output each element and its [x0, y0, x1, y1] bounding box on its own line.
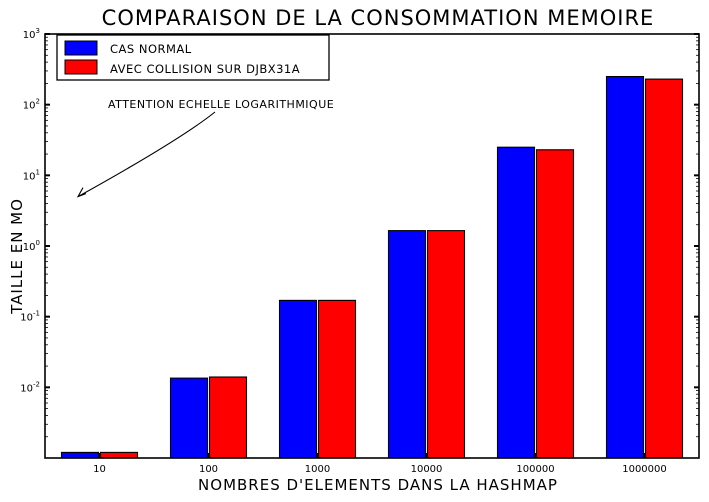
x-tick-label: 100000: [516, 464, 554, 475]
y-tick-label: 103: [23, 27, 40, 41]
bar-collision-1000: [317, 299, 357, 459]
legend-swatch-collision: [64, 59, 98, 75]
legend-label-collision: AVEC COLLISION SUR DJBX31A: [110, 62, 300, 76]
legend-label-cas-normal: CAS NORMAL: [110, 42, 192, 56]
bar-collision-1000000: [644, 78, 684, 459]
bar-normal-100: [169, 377, 209, 459]
x-tick-label: 10: [93, 464, 106, 475]
y-axis-ticks: 10-2 10-1 100 101 102 103: [20, 27, 699, 438]
bar-normal-10: [60, 451, 100, 459]
x-tick-label: 10000: [411, 464, 443, 475]
legend-box: [56, 34, 330, 81]
legend-swatch-cas-normal: [64, 40, 98, 56]
y-axis-label: TAILLE EN MO: [8, 198, 26, 315]
y-tick-label: 10-1: [20, 310, 40, 324]
x-axis-ticks: 10 100 1000 10000 100000 1000000: [93, 453, 667, 475]
bar-normal-1000000: [605, 75, 645, 459]
legend: CAS NORMAL AVEC COLLISION SUR DJBX31A: [56, 34, 330, 81]
annotation-arrow: [76, 111, 216, 198]
x-tick-label: 1000000: [622, 464, 667, 475]
y-tick-label: 10-2: [20, 380, 40, 394]
bar-collision-100000: [535, 149, 575, 459]
x-axis-label: NOMBRES D'ELEMENTS DANS LA HASHMAP: [198, 476, 558, 494]
y-tick-label: 101: [23, 168, 40, 182]
bar-normal-100000: [496, 146, 536, 459]
bar-collision-10: [99, 451, 139, 459]
chart-title: COMPARAISON DE LA CONSOMMATION MEMOIRE: [102, 6, 655, 30]
bar-collision-100: [208, 376, 248, 459]
bar-normal-10000: [387, 230, 427, 459]
bars-layer: [60, 75, 684, 459]
bar-collision-10000: [426, 230, 466, 459]
y-tick-label: 100: [23, 239, 40, 253]
x-tick-label: 100: [199, 464, 218, 475]
y-tick-label: 102: [23, 98, 40, 112]
x-tick-label: 1000: [305, 464, 330, 475]
bar-normal-1000: [278, 299, 318, 459]
plot-frame: [44, 33, 700, 459]
annotation-text: ATTENTION ECHELLE LOGARITHMIQUE: [108, 98, 334, 111]
